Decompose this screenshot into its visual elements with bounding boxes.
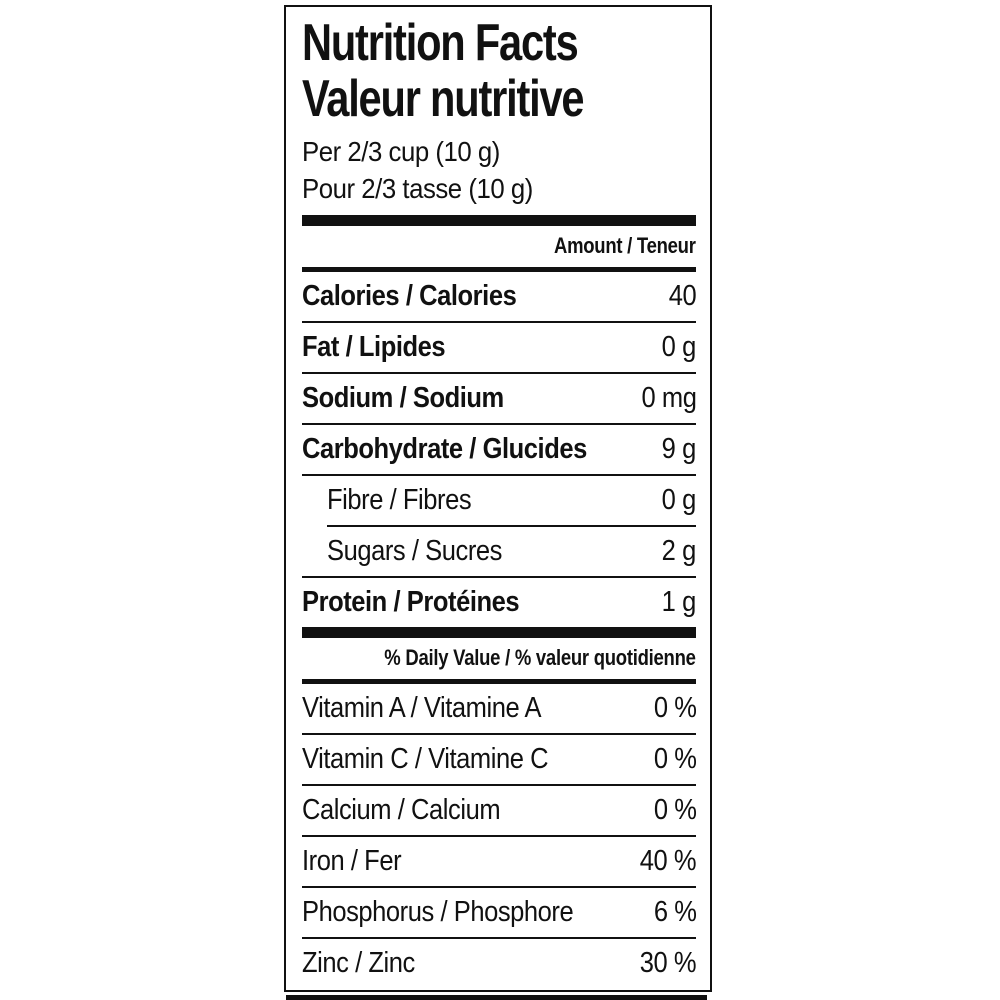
title-block: Nutrition Facts Valeur nutritive	[302, 7, 696, 127]
nutrient-value: 1 g	[661, 586, 697, 618]
serving-size-english: Per 2/3 cup (10 g)	[302, 133, 696, 170]
nutrition-facts-label: Nutrition Facts Valeur nutritive Per 2/3…	[284, 5, 712, 992]
nutrient-label: Fat / Lipides	[302, 331, 446, 363]
row-divider	[302, 835, 696, 837]
nutrient-value: 0 g	[661, 484, 697, 516]
row-divider	[302, 576, 696, 578]
cropped-bottom-bar	[286, 995, 707, 1000]
row-divider	[302, 321, 696, 323]
medium-divider-amount	[302, 267, 696, 272]
nutrient-label: Calcium / Calcium	[302, 794, 501, 826]
nutrient-label: Iron / Fer	[302, 845, 402, 877]
nutrient-row-fibre: Fibre / Fibres 0 g	[302, 476, 696, 525]
nutrient-value: 30 %	[639, 947, 697, 979]
row-divider	[302, 733, 696, 735]
daily-value-row-vitamin-c: Vitamin C / Vitamine C 0 %	[302, 735, 696, 784]
row-divider	[302, 474, 696, 476]
nutrient-label: Sugars / Sucres	[327, 535, 502, 567]
daily-value-row-calcium: Calcium / Calcium 0 %	[302, 786, 696, 835]
amount-column-header-text: Amount / Teneur	[554, 233, 696, 258]
row-divider	[302, 784, 696, 786]
row-divider	[302, 937, 696, 939]
nutrient-label: Fibre / Fibres	[327, 484, 472, 516]
nutrient-label: Calories / Calories	[302, 280, 517, 312]
serving-size-english-text: Per 2/3 cup (10 g)	[302, 136, 500, 167]
serving-size-french: Pour 2/3 tasse (10 g)	[302, 170, 696, 207]
row-divider	[302, 886, 696, 888]
nutrient-value: 0 %	[653, 692, 696, 724]
nutrient-value: 2 g	[661, 535, 697, 567]
daily-value-column-header-text: % Daily Value / % valeur quotidienne	[384, 645, 697, 670]
nutrient-row-calories: Calories / Calories 40	[302, 272, 696, 321]
nutrient-label: Vitamin C / Vitamine C	[302, 743, 549, 775]
nutrient-value: 0 %	[653, 743, 696, 775]
nutrient-label: Vitamin A / Vitamine A	[302, 692, 542, 724]
daily-value-row-vitamin-a: Vitamin A / Vitamine A 0 %	[302, 684, 696, 733]
nutrient-label: Protein / Protéines	[302, 586, 520, 618]
daily-value-row-phosphorus: Phosphorus / Phosphore 6 %	[302, 888, 696, 937]
nutrient-row-fat: Fat / Lipides 0 g	[302, 323, 696, 372]
nutrient-row-carbohydrate: Carbohydrate / Glucides 9 g	[302, 425, 696, 474]
nutrient-row-sugars: Sugars / Sucres 2 g	[302, 527, 696, 576]
nutrient-row-protein: Protein / Protéines 1 g	[302, 578, 696, 627]
serving-size-french-text: Pour 2/3 tasse (10 g)	[302, 173, 533, 204]
daily-value-column-header: % Daily Value / % valeur quotidienne	[302, 638, 697, 679]
title-french-text: Valeur nutritive	[302, 70, 585, 128]
title-english: Nutrition Facts	[302, 15, 696, 71]
title-french: Valeur nutritive	[302, 71, 696, 127]
nutrient-label: Zinc / Zinc	[302, 947, 415, 979]
daily-value-row-zinc: Zinc / Zinc 30 %	[302, 939, 696, 988]
thick-divider-top	[302, 215, 696, 226]
nutrient-label: Carbohydrate / Glucides	[302, 433, 587, 465]
row-divider-indented	[327, 525, 696, 527]
nutrient-value: 0 mg	[641, 382, 696, 414]
row-divider	[302, 423, 696, 425]
nutrient-label: Sodium / Sodium	[302, 382, 504, 414]
nutrient-row-sodium: Sodium / Sodium 0 mg	[302, 374, 696, 423]
title-english-text: Nutrition Facts	[302, 14, 579, 72]
thick-divider-daily-value	[302, 627, 696, 638]
nutrient-value: 9 g	[661, 433, 697, 465]
nutrient-value: 0 %	[653, 794, 696, 826]
nutrient-value: 40 %	[639, 845, 697, 877]
nutrient-value: 40	[668, 280, 696, 312]
nutrient-value: 0 g	[661, 331, 697, 363]
serving-size-block: Per 2/3 cup (10 g) Pour 2/3 tasse (10 g)	[302, 133, 696, 207]
daily-value-row-iron: Iron / Fer 40 %	[302, 837, 696, 886]
medium-divider-daily-value	[302, 679, 696, 684]
nutrient-label: Phosphorus / Phosphore	[302, 896, 574, 928]
row-divider	[302, 372, 696, 374]
amount-column-header: Amount / Teneur	[302, 226, 696, 267]
nutrient-value: 6 %	[653, 896, 696, 928]
